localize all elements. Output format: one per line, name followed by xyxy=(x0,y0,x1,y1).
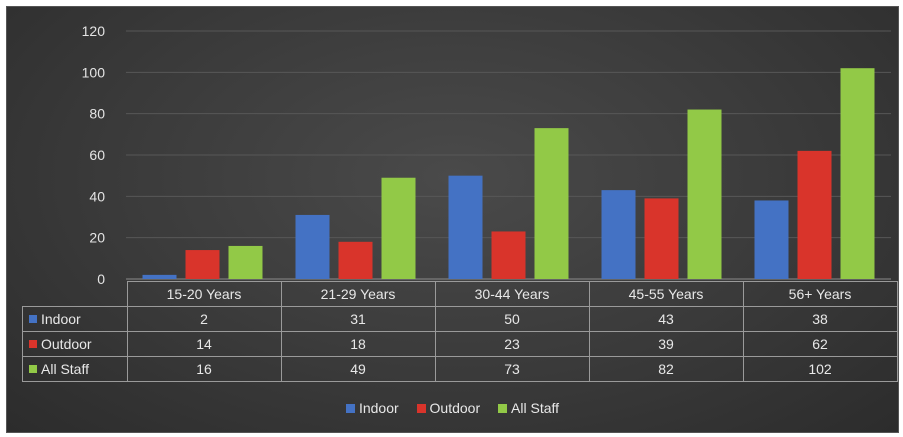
legend-entry-outdoor: Outdoor xyxy=(416,400,481,416)
all-staff-swatch xyxy=(29,365,37,374)
bar-indoor xyxy=(754,200,789,279)
legend-swatch-all-staff xyxy=(498,403,508,413)
outdoor-swatch xyxy=(29,340,37,349)
bar-outdoor xyxy=(797,150,832,279)
series-label: Outdoor xyxy=(41,336,92,352)
legend-entry-all-staff: All Staff xyxy=(498,400,559,416)
table-cell: 73 xyxy=(434,356,590,382)
table-cell: 14 xyxy=(126,331,282,357)
y-tick-label: 120 xyxy=(82,23,106,39)
bar-indoor xyxy=(142,274,177,279)
table-cell: 23 xyxy=(434,331,590,357)
table-header-row: 15-20 Years 21-29 Years 30-44 Years 45-5… xyxy=(23,281,898,307)
table-cell: 43 xyxy=(588,306,744,332)
table-cell: 102 xyxy=(742,356,898,382)
bar-indoor xyxy=(448,175,483,279)
data-table: 15-20 Years 21-29 Years 30-44 Years 45-5… xyxy=(22,281,898,382)
legend-swatch-indoor xyxy=(345,403,355,413)
bar-outdoor xyxy=(491,231,526,279)
series-label: All Staff xyxy=(41,361,89,377)
legend-swatch-outdoor xyxy=(416,403,426,413)
table-cell: 49 xyxy=(280,356,436,382)
table-cell: 50 xyxy=(434,306,590,332)
table-header-cell: 15-20 Years xyxy=(126,281,282,307)
y-tick-label: 0 xyxy=(97,271,105,287)
table-header-cell: 56+ Years xyxy=(742,281,898,307)
table-cell: 62 xyxy=(742,331,898,357)
table-corner xyxy=(23,282,128,307)
table-row-label: All Staff xyxy=(22,356,128,382)
chart-area: 0 20 40 60 80 100 120 15-20 Years 21-29 Years … xyxy=(6,6,899,433)
table-header-cell: 45-55 Years xyxy=(588,281,744,307)
bar-all-staff xyxy=(228,245,263,279)
table-cell: 2 xyxy=(126,306,282,332)
bar-all-staff xyxy=(840,68,875,279)
gridlines xyxy=(126,30,891,280)
table-row-indoor: Indoor 2 31 50 43 38 xyxy=(22,306,898,332)
bar-outdoor xyxy=(185,250,220,279)
table-cell: 18 xyxy=(280,331,436,357)
legend-label: All Staff xyxy=(511,400,560,416)
y-tick-label: 20 xyxy=(89,230,105,246)
y-tick-label: 100 xyxy=(82,64,106,80)
indoor-swatch xyxy=(29,315,37,324)
series-label: Indoor xyxy=(41,311,81,327)
table-row-label: Indoor xyxy=(22,306,128,332)
y-tick-label: 40 xyxy=(89,188,105,204)
chart-plot: 0 20 40 60 80 100 120 xyxy=(82,23,891,287)
table-cell: 82 xyxy=(588,356,744,382)
bar-all-staff xyxy=(381,177,416,279)
legend: Indoor Outdoor All Staff xyxy=(7,400,898,416)
table-cell: 31 xyxy=(280,306,436,332)
y-axis-ticks: 0 20 40 60 80 100 120 xyxy=(82,23,106,287)
bar-outdoor xyxy=(338,241,373,279)
table-header-cell: 21-29 Years xyxy=(280,281,436,307)
table-cell: 16 xyxy=(126,356,282,382)
table-cell: 38 xyxy=(742,306,898,332)
bar-all-staff xyxy=(687,109,722,280)
legend-label: Indoor xyxy=(358,400,399,416)
bars xyxy=(142,68,875,280)
bar-indoor xyxy=(295,214,330,279)
legend-entry-indoor: Indoor xyxy=(345,400,399,416)
y-tick-label: 80 xyxy=(89,106,105,122)
bar-outdoor xyxy=(644,198,679,279)
table-cell: 39 xyxy=(588,331,744,357)
bar-all-staff xyxy=(534,128,569,279)
table-row-all-staff: All Staff 16 49 73 82 102 xyxy=(22,356,898,382)
table-row-outdoor: Outdoor 14 18 23 39 62 xyxy=(22,331,898,357)
y-tick-label: 60 xyxy=(89,147,105,163)
table-header-cell: 30-44 Years xyxy=(434,281,590,307)
bar-indoor xyxy=(601,190,636,279)
legend-label: Outdoor xyxy=(429,400,481,416)
table-row-label: Outdoor xyxy=(22,331,128,357)
